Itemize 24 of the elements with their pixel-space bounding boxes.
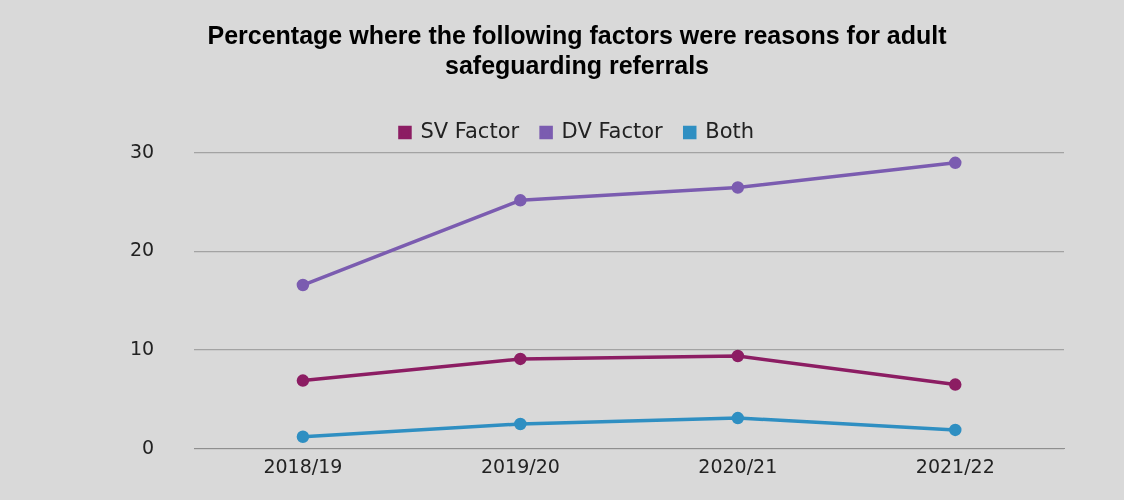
x-tick-label: 2021/22 [915,454,995,477]
point [514,417,527,431]
x-tick-label: 2020/21 [698,454,778,477]
point [296,430,310,444]
point [949,423,962,437]
legend-label: Both [705,118,755,143]
chart-title: Percentage where the following factors were reasons for adult safeguarding referrals [207,20,948,79]
x-tick-label: 2019/20 [480,454,560,477]
legend-label: SV Factor [420,118,520,143]
point [296,374,310,387]
legend-label: DV Factor [561,118,664,143]
y-tick-label: 20 [129,238,155,261]
y-tick-label: 0 [142,435,155,458]
y-tick-label: 10 [129,337,155,359]
point [731,349,745,363]
point [296,278,310,292]
point [514,194,527,207]
point [949,378,962,391]
point [731,181,745,194]
point [949,156,962,170]
x-tick-label: 2018/19 [263,454,343,477]
point [514,352,527,366]
y-tick-label: 30 [129,139,155,162]
point [731,411,745,425]
